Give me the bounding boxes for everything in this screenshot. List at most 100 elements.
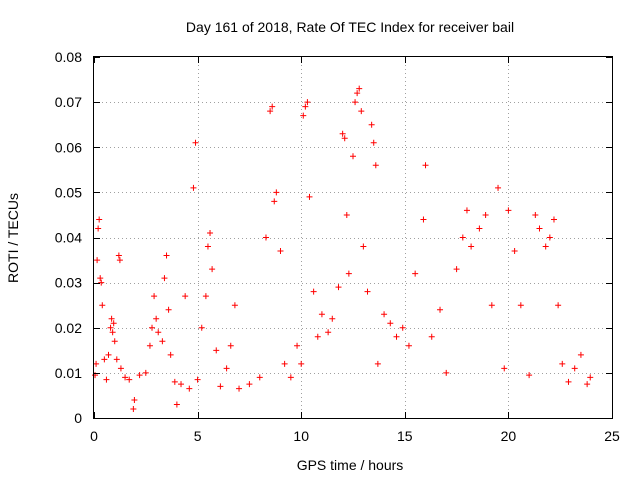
data-point (302, 103, 309, 110)
data-point (105, 351, 112, 358)
data-point (227, 342, 234, 349)
y-tick-label: 0.08 (55, 49, 82, 65)
y-axis-label: ROTI / TECUs (5, 193, 21, 283)
data-point (194, 376, 201, 383)
data-point (536, 225, 543, 232)
data-point (109, 329, 116, 336)
data-point (153, 315, 160, 322)
data-point (294, 342, 301, 349)
data-point (459, 234, 466, 241)
data-point (190, 184, 197, 191)
x-tick-label: 20 (501, 428, 517, 444)
data-point (182, 293, 189, 300)
data-point (559, 360, 566, 367)
data-point (318, 311, 325, 318)
data-point (155, 329, 162, 336)
data-point (412, 270, 419, 277)
data-point (325, 329, 332, 336)
data-point (393, 333, 400, 340)
data-point (443, 369, 450, 376)
data-point (587, 374, 594, 381)
data-point (495, 184, 502, 191)
data-point (422, 162, 429, 169)
data-point (437, 306, 444, 313)
data-point (287, 374, 294, 381)
data-point (192, 139, 199, 146)
data-point (151, 293, 158, 300)
data-point (136, 372, 143, 379)
data-point (101, 356, 108, 363)
data-point (368, 121, 375, 128)
data-point (271, 198, 278, 205)
data-point (167, 351, 174, 358)
data-point (352, 99, 359, 106)
data-point (217, 383, 224, 390)
data-point (571, 365, 578, 372)
data-point (159, 338, 166, 345)
data-point (207, 229, 214, 236)
data-point (231, 302, 238, 309)
data-point (482, 211, 489, 218)
x-tick-labels: 0 5 10 15 20 25 (90, 428, 620, 444)
data-point (110, 320, 117, 327)
data-point (577, 351, 584, 358)
data-point (335, 284, 342, 291)
data-point (350, 153, 356, 160)
data-point (213, 347, 220, 354)
data-point (405, 342, 412, 349)
data-point (372, 162, 379, 169)
data-point (374, 360, 381, 367)
data-point (565, 378, 572, 385)
y-tick-label: 0.07 (55, 94, 82, 110)
data-point (532, 211, 539, 218)
x-tick-label: 15 (397, 428, 413, 444)
data-point (99, 302, 106, 309)
grid-lines (94, 57, 612, 418)
data-point (453, 266, 460, 273)
data-point (542, 243, 549, 250)
data-point (96, 216, 103, 223)
data-point (364, 288, 371, 295)
data-point (223, 365, 230, 372)
y-tick-label: 0 (74, 410, 82, 426)
data-point (501, 365, 508, 372)
data-point (488, 302, 495, 309)
data-point (236, 385, 243, 392)
data-point (97, 275, 104, 282)
data-point (273, 189, 280, 196)
data-point (262, 234, 269, 241)
data-point (339, 130, 346, 137)
data-point (463, 207, 470, 214)
x-tick-label: 5 (194, 428, 202, 444)
data-point (310, 288, 317, 295)
data-point (202, 293, 209, 300)
data-point (269, 103, 276, 110)
data-point (428, 333, 435, 340)
data-point (306, 193, 313, 200)
data-point (163, 252, 170, 259)
data-points (92, 85, 594, 412)
data-point (204, 243, 211, 250)
data-point (281, 360, 288, 367)
data-point (246, 381, 253, 388)
data-point (94, 257, 101, 264)
data-point (511, 248, 518, 255)
data-point (116, 257, 123, 264)
data-point (103, 376, 110, 383)
data-point (399, 324, 406, 331)
chart-title: Day 161 of 2018, Rate Of TEC Index for r… (186, 19, 514, 35)
y-tick-label: 0.05 (55, 184, 82, 200)
data-point (468, 243, 475, 250)
data-point (198, 324, 205, 331)
data-point (314, 333, 321, 340)
data-point (178, 381, 185, 388)
y-tick-labels: 0 0.01 0.02 0.03 0.04 0.05 0.06 0.07 0.08 (55, 49, 82, 426)
data-point (161, 275, 168, 282)
data-point (277, 248, 284, 255)
data-point (304, 99, 311, 106)
data-point (149, 324, 156, 331)
data-point (130, 405, 137, 412)
data-point (555, 302, 562, 309)
data-point (370, 139, 377, 146)
